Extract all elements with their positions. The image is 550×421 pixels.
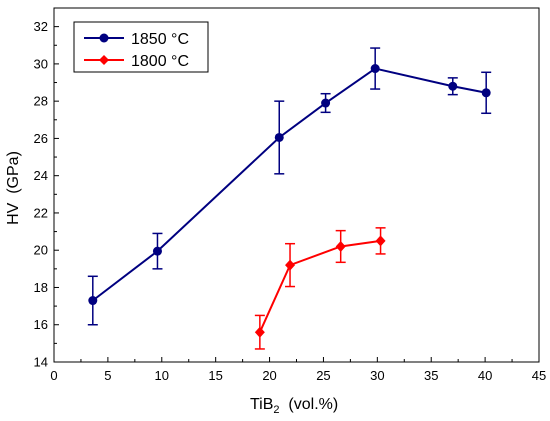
- x-tick-label: 15: [208, 368, 222, 383]
- y-tick-label: 18: [34, 280, 48, 295]
- data-point: [448, 81, 458, 91]
- data-point: [285, 259, 296, 271]
- x-axis-label-rest: (vol.%): [280, 396, 339, 413]
- y-axis-label: HV (GPa): [5, 151, 22, 225]
- x-axis: 0 5 10 15 20 25 30 35 40 45: [50, 357, 546, 383]
- x-tick-label: 0: [50, 368, 57, 383]
- legend: 1850 °C 1800 °C: [73, 21, 209, 73]
- legend-label-1800: 1800 °C: [131, 53, 189, 70]
- x-tick-label: 40: [478, 368, 492, 383]
- series-1: [254, 227, 386, 350]
- y-tick-label: 20: [34, 243, 48, 258]
- data-point: [152, 246, 162, 256]
- y-tick-label: 30: [34, 56, 48, 71]
- data-point: [370, 64, 380, 74]
- x-axis-label-main: TiB: [250, 396, 273, 413]
- data-point: [375, 235, 386, 247]
- data-point: [88, 296, 98, 306]
- series-0: [87, 47, 492, 326]
- data-point: [274, 132, 284, 142]
- data-point: [254, 326, 265, 338]
- x-tick-label: 45: [532, 368, 546, 383]
- series-line: [258, 239, 381, 333]
- y-axis: 14 16 18 20 22 24 26 28 30 32: [34, 19, 59, 370]
- data-point: [335, 240, 346, 252]
- x-axis-label: TiB2 (vol.%): [250, 396, 338, 416]
- legend-marker-1850: [99, 33, 109, 43]
- legend-box: [73, 21, 209, 73]
- y-tick-label: 22: [34, 205, 48, 220]
- x-tick-label: 20: [262, 368, 276, 383]
- x-tick-label: 35: [424, 368, 438, 383]
- x-tick-label: 25: [316, 368, 330, 383]
- data-point: [321, 98, 331, 108]
- y-tick-label: 28: [34, 94, 48, 109]
- x-tick-label: 10: [155, 368, 169, 383]
- y-tick-label: 16: [34, 317, 48, 332]
- y-tick-label: 24: [34, 168, 48, 183]
- y-tick-label: 32: [34, 19, 48, 34]
- y-tick-label: 26: [34, 131, 48, 146]
- y-tick-label: 14: [34, 355, 48, 370]
- legend-marker-1800: [99, 55, 109, 65]
- legend-label-1850: 1850 °C: [131, 31, 189, 48]
- x-tick-label: 30: [370, 368, 384, 383]
- plot-series: [87, 47, 492, 350]
- x-axis-label-subscript: 2: [273, 404, 279, 416]
- x-tick-label: 5: [104, 368, 111, 383]
- data-point: [481, 88, 491, 98]
